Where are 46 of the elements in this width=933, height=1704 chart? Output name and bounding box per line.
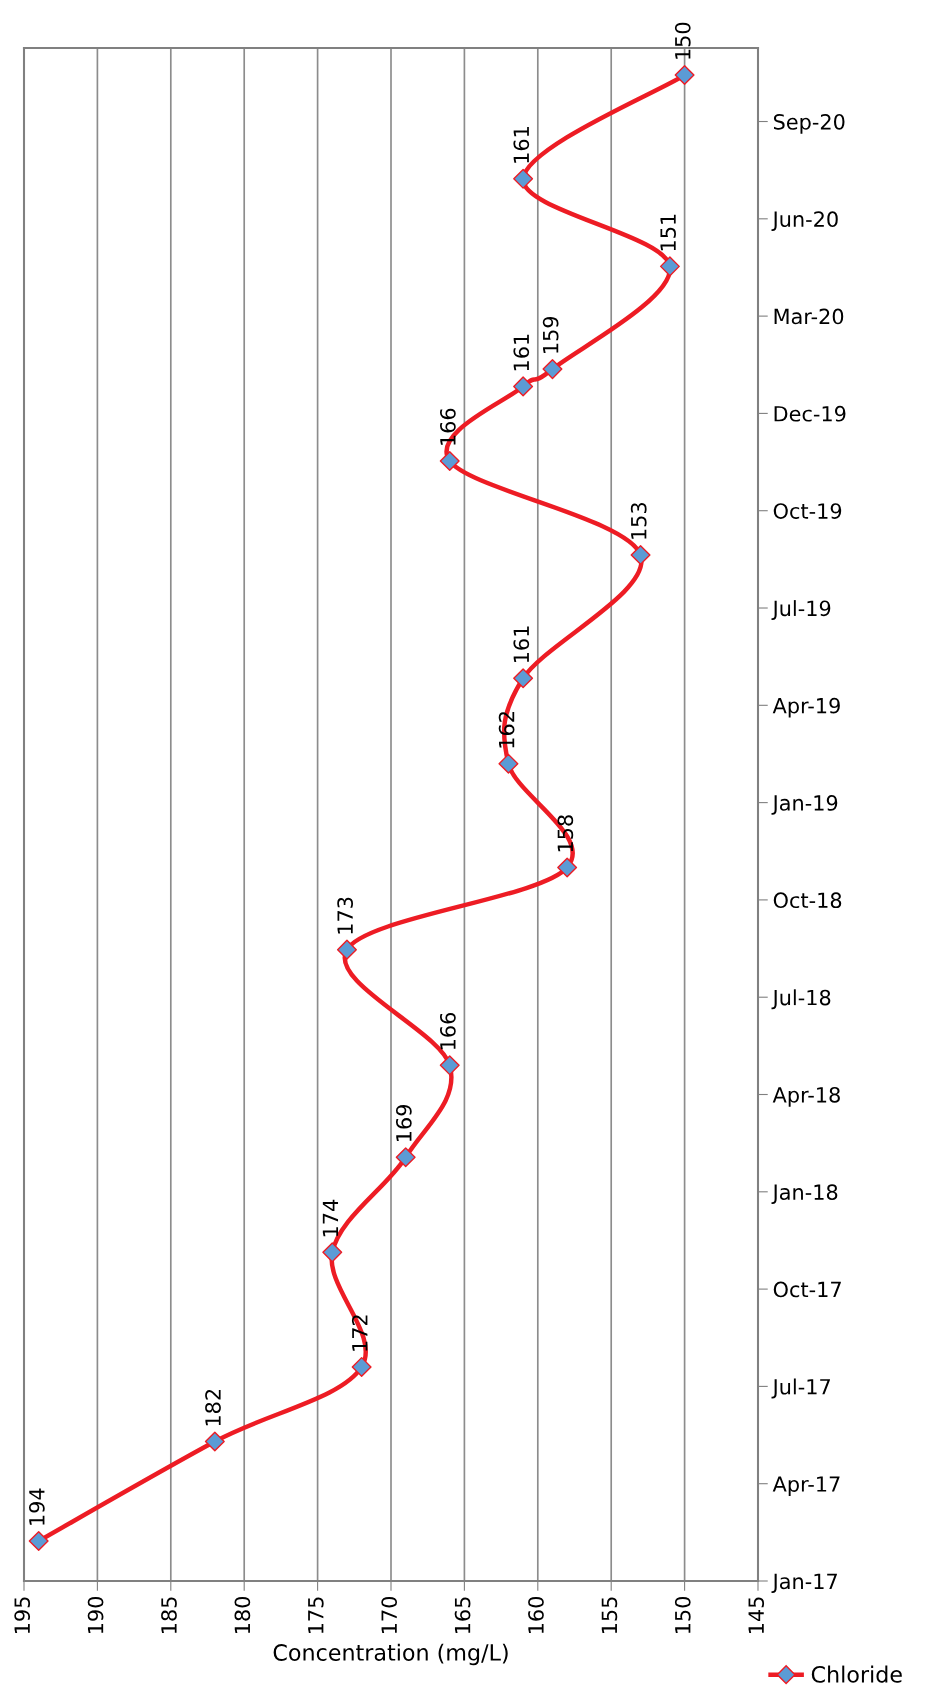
data-label: 158 (557, 815, 574, 852)
y-tick-label: Oct-18 (773, 892, 842, 909)
data-label: 151 (660, 214, 676, 251)
y-tick-label: Oct-17 (773, 1281, 841, 1298)
data-label: 182 (205, 1389, 221, 1426)
y-tick-label: Jul-18 (771, 989, 831, 1010)
x-tick-label: 150 (674, 1596, 691, 1634)
x-tick-label: 170 (381, 1596, 398, 1634)
data-label: 162 (498, 712, 515, 748)
data-label: 194 (28, 1488, 45, 1525)
data-label: 150 (674, 22, 691, 59)
x-tick-label: 145 (748, 1597, 765, 1634)
y-tick-label: Jun-20 (771, 211, 838, 231)
data-label: 166 (440, 408, 456, 445)
y-tick-label: Jul-19 (771, 600, 831, 621)
y-tick-label: Jan-17 (771, 1573, 837, 1594)
x-tick-label: 165 (454, 1597, 471, 1634)
data-label: 174 (322, 1199, 339, 1237)
legend-label: Chloride (811, 1665, 902, 1683)
x-tick-label: 155 (601, 1597, 618, 1634)
data-label: 166 (440, 1012, 456, 1050)
data-label: 153 (630, 503, 647, 539)
data-label: 161 (513, 334, 530, 371)
y-tick-label: Apr-18 (772, 1086, 840, 1107)
y-tick-label: Jul-17 (771, 1378, 830, 1399)
y-tick-label: Dec-19 (774, 405, 846, 422)
x-tick-label: 195 (14, 1597, 31, 1634)
y-tick-label: Jan-18 (771, 1184, 838, 1204)
y-tick-label: Jan-19 (771, 795, 838, 815)
data-label: 172 (351, 1315, 368, 1351)
data-label: 169 (395, 1105, 412, 1142)
data-label: 161 (513, 127, 530, 163)
x-tick-label: 190 (87, 1596, 104, 1634)
y-tick-label: Sep-20 (773, 113, 845, 134)
y-tick-label: Oct-19 (773, 503, 842, 519)
y-tick-label: Apr-17 (772, 1476, 840, 1496)
y-tick-label: Mar-20 (774, 308, 844, 325)
y-tick-label: Apr-19 (772, 697, 840, 718)
data-label: 159 (542, 316, 559, 353)
data-label: 161 (513, 626, 530, 663)
x-tick-label: 175 (308, 1597, 324, 1634)
data-label: 173 (337, 897, 353, 934)
x-tick-label: 180 (234, 1596, 251, 1634)
x-tick-label: 160 (528, 1596, 544, 1634)
x-tick-label: 185 (161, 1597, 177, 1634)
x-axis-title: Concentration (mg/L) (273, 1643, 508, 1666)
